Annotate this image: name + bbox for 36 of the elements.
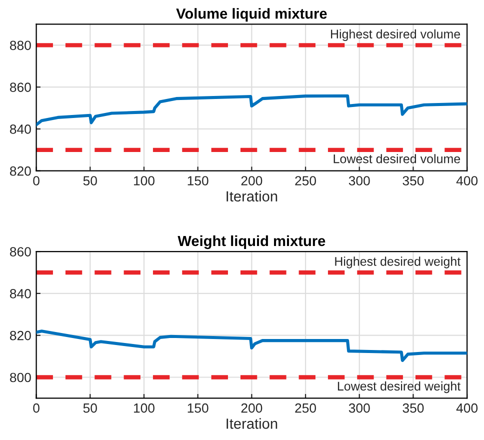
x-tick-label: 0 — [33, 403, 40, 413]
ref-line-label: Highest desired volume — [331, 29, 460, 41]
line-series — [36, 94, 468, 126]
y-tick-label: 840 — [10, 124, 31, 134]
chart-title: Weight liquid mixture — [178, 235, 326, 250]
x-tick-label: 400 — [456, 176, 478, 186]
x-tick-label: 0 — [33, 176, 40, 186]
line-series — [36, 330, 468, 362]
y-tick-label: 840 — [10, 289, 31, 298]
x-tick-label: 350 — [402, 403, 424, 413]
ref-line-label: Highest desired weight — [335, 256, 461, 268]
x-tick-label: 250 — [295, 403, 316, 413]
x-tick-label: 100 — [134, 176, 154, 186]
x-tick-label: 150 — [188, 176, 208, 186]
y-tick-label: 820 — [10, 330, 31, 340]
x-tick-label: 50 — [83, 403, 97, 413]
x-axis-title: Iteration — [226, 418, 278, 429]
x-tick-label: 250 — [295, 176, 316, 186]
x-tick-label: 50 — [83, 176, 97, 186]
chart-title: Volume liquid mixture — [176, 8, 327, 22]
y-tick-label: 860 — [10, 82, 31, 92]
x-tick-label: 150 — [188, 403, 208, 413]
x-tick-label: 100 — [134, 403, 154, 413]
x-tick-label: 200 — [241, 176, 262, 186]
x-axis-title: Iteration — [226, 190, 278, 202]
y-tick-label: 800 — [10, 372, 31, 382]
x-tick-label: 300 — [348, 403, 370, 413]
y-tick-label: 880 — [10, 40, 31, 50]
x-tick-label: 350 — [402, 176, 424, 186]
y-tick-label: 820 — [10, 166, 31, 176]
ref-line-label: Lowest desired volume — [334, 154, 460, 164]
y-tick-label: 860 — [10, 247, 31, 256]
x-tick-label: 400 — [456, 403, 478, 413]
ref-line-label: Lowest desired weight — [338, 381, 461, 394]
x-tick-label: 300 — [348, 176, 370, 186]
x-tick-label: 200 — [241, 403, 262, 413]
